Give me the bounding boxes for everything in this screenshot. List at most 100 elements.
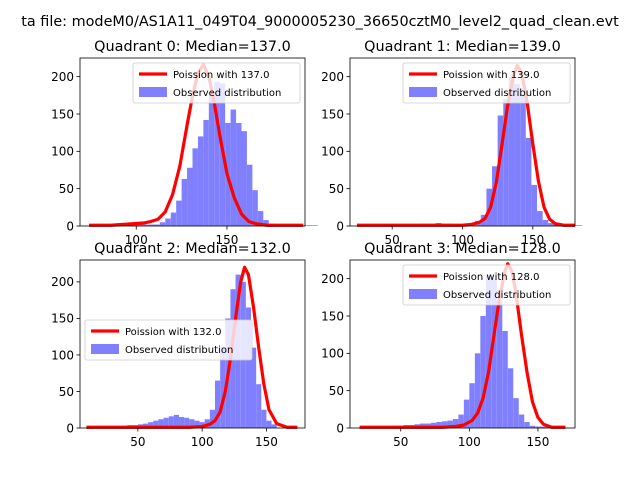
- x-tick-label: 150: [527, 435, 550, 449]
- legend: Poission with 139.0 Observed distribution: [402, 62, 571, 104]
- subplot-quadrant-1: Quadrant 1: Median=139.0 50 100 150 0 50 100 15…: [321, 39, 583, 247]
- x-tick-label: 50: [130, 435, 145, 449]
- y-tick-label: 0: [336, 421, 344, 435]
- legend-poisson-label: Poission with 139.0: [443, 70, 539, 81]
- histogram-bar: [458, 414, 464, 428]
- histogram-bar: [148, 422, 154, 428]
- y-tick-label: 100: [321, 145, 344, 159]
- histogram-bar: [194, 420, 200, 428]
- y-tick-label: 50: [329, 182, 344, 196]
- y-tick-label: 50: [329, 384, 344, 398]
- histogram-bar: [143, 224, 149, 226]
- histogram-bar: [485, 274, 492, 428]
- histogram-bar: [251, 347, 257, 428]
- legend-observed-swatch: [91, 344, 119, 354]
- y-tick-label: 200: [321, 272, 344, 286]
- legend-observed-swatch: [409, 289, 437, 299]
- histogram-bar: [138, 223, 144, 226]
- histogram-bar: [263, 220, 269, 226]
- legend-poisson-label: Poission with 132.0: [125, 327, 221, 338]
- x-tick-label: 50: [393, 435, 408, 449]
- histogram-bar: [192, 148, 198, 226]
- histogram-bar: [203, 119, 209, 226]
- histogram-bar: [496, 301, 503, 428]
- y-tick-label: 50: [59, 385, 74, 399]
- y-tick-label: 150: [51, 312, 74, 326]
- histogram-bar: [474, 353, 481, 428]
- histogram-bar: [168, 416, 174, 428]
- legend-observed-swatch: [409, 87, 437, 97]
- legend-poisson-label: Poission with 128.0: [443, 272, 539, 283]
- histogram-bar: [148, 224, 155, 226]
- histogram-bar: [542, 220, 549, 226]
- histogram-bar: [508, 76, 515, 227]
- legend-box: [402, 264, 571, 306]
- y-tick-label: 100: [51, 145, 74, 159]
- histogram-bar: [463, 399, 470, 428]
- histogram-bar: [154, 224, 160, 226]
- histogram-bar: [469, 383, 475, 428]
- histogram-bar: [576, 225, 583, 226]
- histogram-bar: [535, 426, 541, 428]
- subplot-title: Quadrant 0: Median=137.0: [94, 39, 291, 55]
- histogram-bar: [173, 414, 179, 428]
- legend-observed-label: Observed distribution: [443, 88, 551, 99]
- axes-frame: [349, 259, 576, 429]
- x-tick-label: 150: [216, 233, 239, 247]
- histogram-bar: [518, 414, 525, 428]
- histogram-bar: [524, 422, 530, 428]
- x-tick-label: 100: [458, 435, 481, 449]
- histogram-bar: [513, 398, 519, 428]
- y-tick-label: 0: [336, 219, 344, 233]
- x-tick-label: 150: [521, 233, 544, 247]
- subplot-quadrant-2: Quadrant 2: Median=132.0 50 100 150 0 50 100 15…: [51, 241, 306, 449]
- histogram-bar: [520, 95, 526, 226]
- y-tick-label: 0: [66, 219, 74, 233]
- histogram-bar: [540, 426, 547, 428]
- histogram-bar: [252, 190, 258, 226]
- histogram-bar: [525, 137, 532, 226]
- histogram-bar: [184, 417, 190, 428]
- histogram-bar: [312, 225, 318, 226]
- histogram-bar: [158, 419, 164, 428]
- legend: Poission with 132.0 Observed distribution: [84, 319, 253, 361]
- legend-observed-label: Observed distribution: [173, 88, 281, 99]
- histogram-bar: [214, 81, 220, 226]
- histogram-bar: [480, 316, 486, 428]
- subplot-quadrant-0: Quadrant 0: Median=137.0 100 150 0 50 100 150 2…: [51, 39, 318, 247]
- histogram-bar: [236, 122, 242, 226]
- histogram-bar: [531, 184, 538, 226]
- histogram-bar: [306, 225, 313, 226]
- y-tick-label: 0: [66, 421, 74, 435]
- histogram-bar: [197, 136, 204, 226]
- legend-box: [132, 62, 301, 104]
- histogram-bar: [266, 420, 272, 428]
- poisson-curve: [86, 265, 298, 429]
- subplot-title: Quadrant 1: Median=139.0: [364, 39, 561, 55]
- histogram-bar: [492, 166, 498, 226]
- histogram-bar: [208, 93, 215, 226]
- histogram-bar: [514, 84, 521, 226]
- histogram-bar: [447, 420, 453, 428]
- histogram-bar: [153, 420, 159, 428]
- y-tick-label: 150: [321, 107, 344, 121]
- subplot-quadrant-3: Quadrant 3: Median=128.0 50 100 150 0 50 100 15…: [321, 241, 576, 449]
- legend-observed-swatch: [139, 87, 167, 97]
- histogram-bar: [187, 167, 193, 226]
- histogram-bar: [165, 218, 171, 226]
- y-tick-label: 100: [321, 347, 344, 361]
- histogram-bar: [502, 330, 508, 428]
- subplot-title: Quadrant 2: Median=132.0: [94, 241, 291, 257]
- legend: Poission with 128.0 Observed distribution: [402, 264, 571, 306]
- histogram-bar: [257, 211, 264, 226]
- y-tick-label: 200: [51, 275, 74, 289]
- histogram-bar: [497, 115, 504, 226]
- histogram-bar: [181, 178, 188, 226]
- legend: Poission with 137.0 Observed distribution: [132, 62, 301, 104]
- legend-box: [402, 62, 571, 104]
- legend-poisson-label: Poission with 137.0: [173, 70, 269, 81]
- y-tick-label: 50: [59, 182, 74, 196]
- legend-observed-label: Observed distribution: [443, 290, 551, 301]
- x-tick-label: 150: [255, 435, 278, 449]
